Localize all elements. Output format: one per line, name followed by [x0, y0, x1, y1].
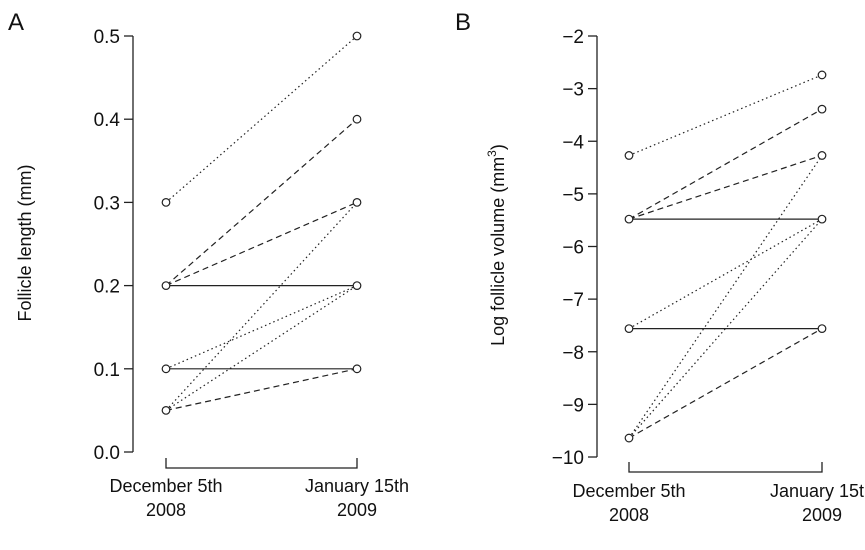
panel-a-data-point [352, 281, 362, 291]
panel-b-series-line [628, 218, 823, 330]
panel-a-series-line [165, 35, 358, 203]
panel-a-series-line [165, 201, 358, 287]
panel-b-y-tick-label: −10 [552, 448, 584, 469]
panel-b-x-axis [628, 462, 823, 473]
panel-b-series-line [628, 108, 823, 220]
panel-a-data-point [352, 197, 362, 207]
panel-b-y-tick-label: −4 [562, 132, 584, 153]
panel-b-data-point [624, 324, 634, 333]
panel-b-series-line [628, 328, 823, 439]
panel-a-y-tick-label: 0.2 [94, 277, 120, 298]
panel-b-series-line [628, 155, 823, 439]
panel-a-y-tick-label: 0.0 [94, 443, 120, 464]
panel-a-series-line [165, 368, 358, 411]
panel-b-y-tick-label: −6 [562, 238, 584, 259]
panel-a-data-point [161, 364, 171, 374]
panel-b-x-category-label: January 15th [770, 481, 865, 501]
panel-b-y-tick-label: −9 [562, 395, 584, 416]
panel-b-y-axis-label-superscript: 3 [485, 150, 499, 157]
panel-a-x-category-label: December 5th [109, 476, 222, 496]
panel-a-x-category-label: 2008 [146, 500, 186, 520]
panel-a-series-line [165, 285, 358, 370]
panel-a: A Follicle length (mm) 0.0 0.1 0.2 0.3 0.4 0.… [8, 9, 409, 520]
panel-b-y-tick-label: −5 [562, 185, 584, 206]
panel-b-y-tick-label: −3 [562, 80, 584, 101]
panel-b-data-point [817, 151, 827, 160]
panel-b-x-category-label: December 5th [572, 481, 685, 501]
panel-b-data-point [624, 433, 634, 443]
panel-b-y-axis-label-main: Log follicle volume (mm [488, 157, 508, 346]
panel-a-y-tick-label: 0.1 [94, 360, 120, 381]
panel-b-data-point [817, 214, 827, 224]
panel-b-series-line [628, 154, 823, 220]
panel-b-y-axis-label: Log follicle volume (mm3) [485, 144, 508, 346]
panel-b-series-line [628, 74, 823, 157]
panel-a-data-point [161, 281, 171, 291]
panel-b: B Log follicle volume (mm3) −10 −9 −8 −7 −6 −… [455, 9, 865, 525]
panel-a-x-category-label: January 15th [305, 476, 409, 496]
panel-b-y-axis-label-close: ) [488, 144, 508, 150]
panel-a-data-point [352, 364, 362, 374]
panel-b-letter: B [455, 9, 471, 36]
panel-b-series-line [628, 218, 823, 439]
panel-a-data-point [161, 197, 171, 207]
panel-a-y-tick-label: 0.5 [94, 27, 120, 48]
panel-a-x-axis [165, 458, 358, 469]
panel-b-y-tick-label: −8 [562, 343, 584, 364]
panel-a-x-category-label: 2009 [337, 500, 377, 520]
panel-a-series-line [165, 118, 358, 287]
panel-a-data-point [352, 114, 362, 124]
panel-a-series-line [165, 285, 358, 411]
panel-a-y-axis-label: Follicle length (mm) [15, 164, 35, 321]
panel-a-data-point [352, 31, 362, 41]
panel-a-data-point [161, 406, 171, 415]
panel-a-letter: A [8, 9, 24, 36]
panel-a-y-tick-label: 0.4 [94, 110, 121, 131]
panel-b-data-point [817, 324, 827, 333]
panel-a-y-tick-label: 0.3 [94, 193, 120, 214]
panel-b-data-point [817, 104, 827, 114]
panel-b-x-category-label: 2009 [802, 505, 842, 525]
panel-b-data-point [624, 214, 634, 224]
panel-a-series-line [165, 201, 358, 411]
panel-b-y-tick-label: −7 [562, 290, 584, 311]
panel-b-data-point [624, 151, 634, 160]
panel-b-x-category-label: 2008 [609, 505, 649, 525]
panel-b-y-tick-label: −2 [562, 27, 584, 48]
panel-b-data-point [817, 70, 827, 80]
